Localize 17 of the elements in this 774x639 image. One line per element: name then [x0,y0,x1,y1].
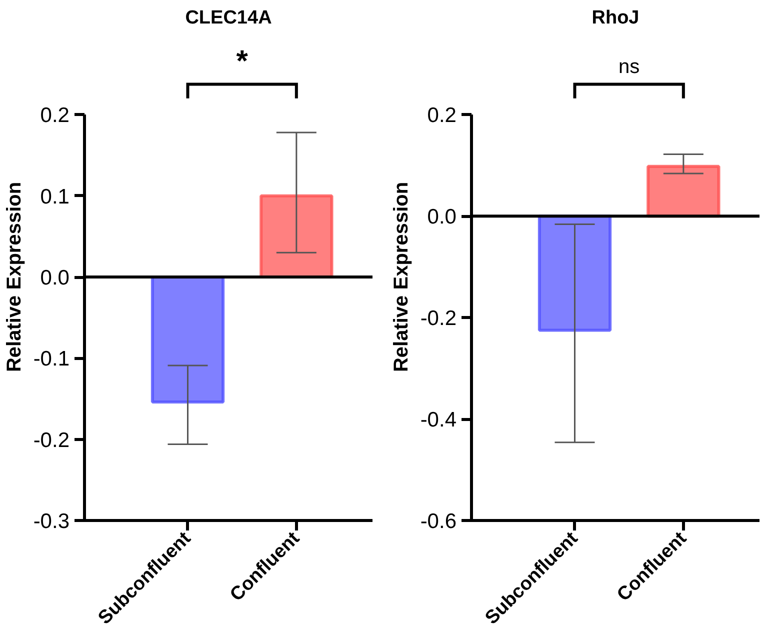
y-tick-label: -0.3 [33,510,70,533]
y-axis-title: Relative Expression [390,182,412,372]
y-tick-label: 0.0 [40,266,70,290]
text: * [236,45,248,78]
chart-title: RhoJ [592,8,640,28]
y-tick-label: -0.2 [420,307,456,330]
y-tick-label: 0.2 [427,104,457,128]
y-tick-label: -0.1 [33,348,70,371]
y-tick-label: -0.2 [33,428,70,452]
y-tick-label: -0.4 [420,408,457,432]
y-tick-label: 0.2 [40,104,70,128]
text: ns [618,56,640,78]
y-tick-label: 0.1 [40,185,70,208]
y-axis-title: Relative Expression [3,182,26,372]
y-tick-label: -0.6 [420,510,456,533]
y-tick-label: 0.0 [427,206,457,229]
chart-title: CLEC14A [185,8,272,28]
